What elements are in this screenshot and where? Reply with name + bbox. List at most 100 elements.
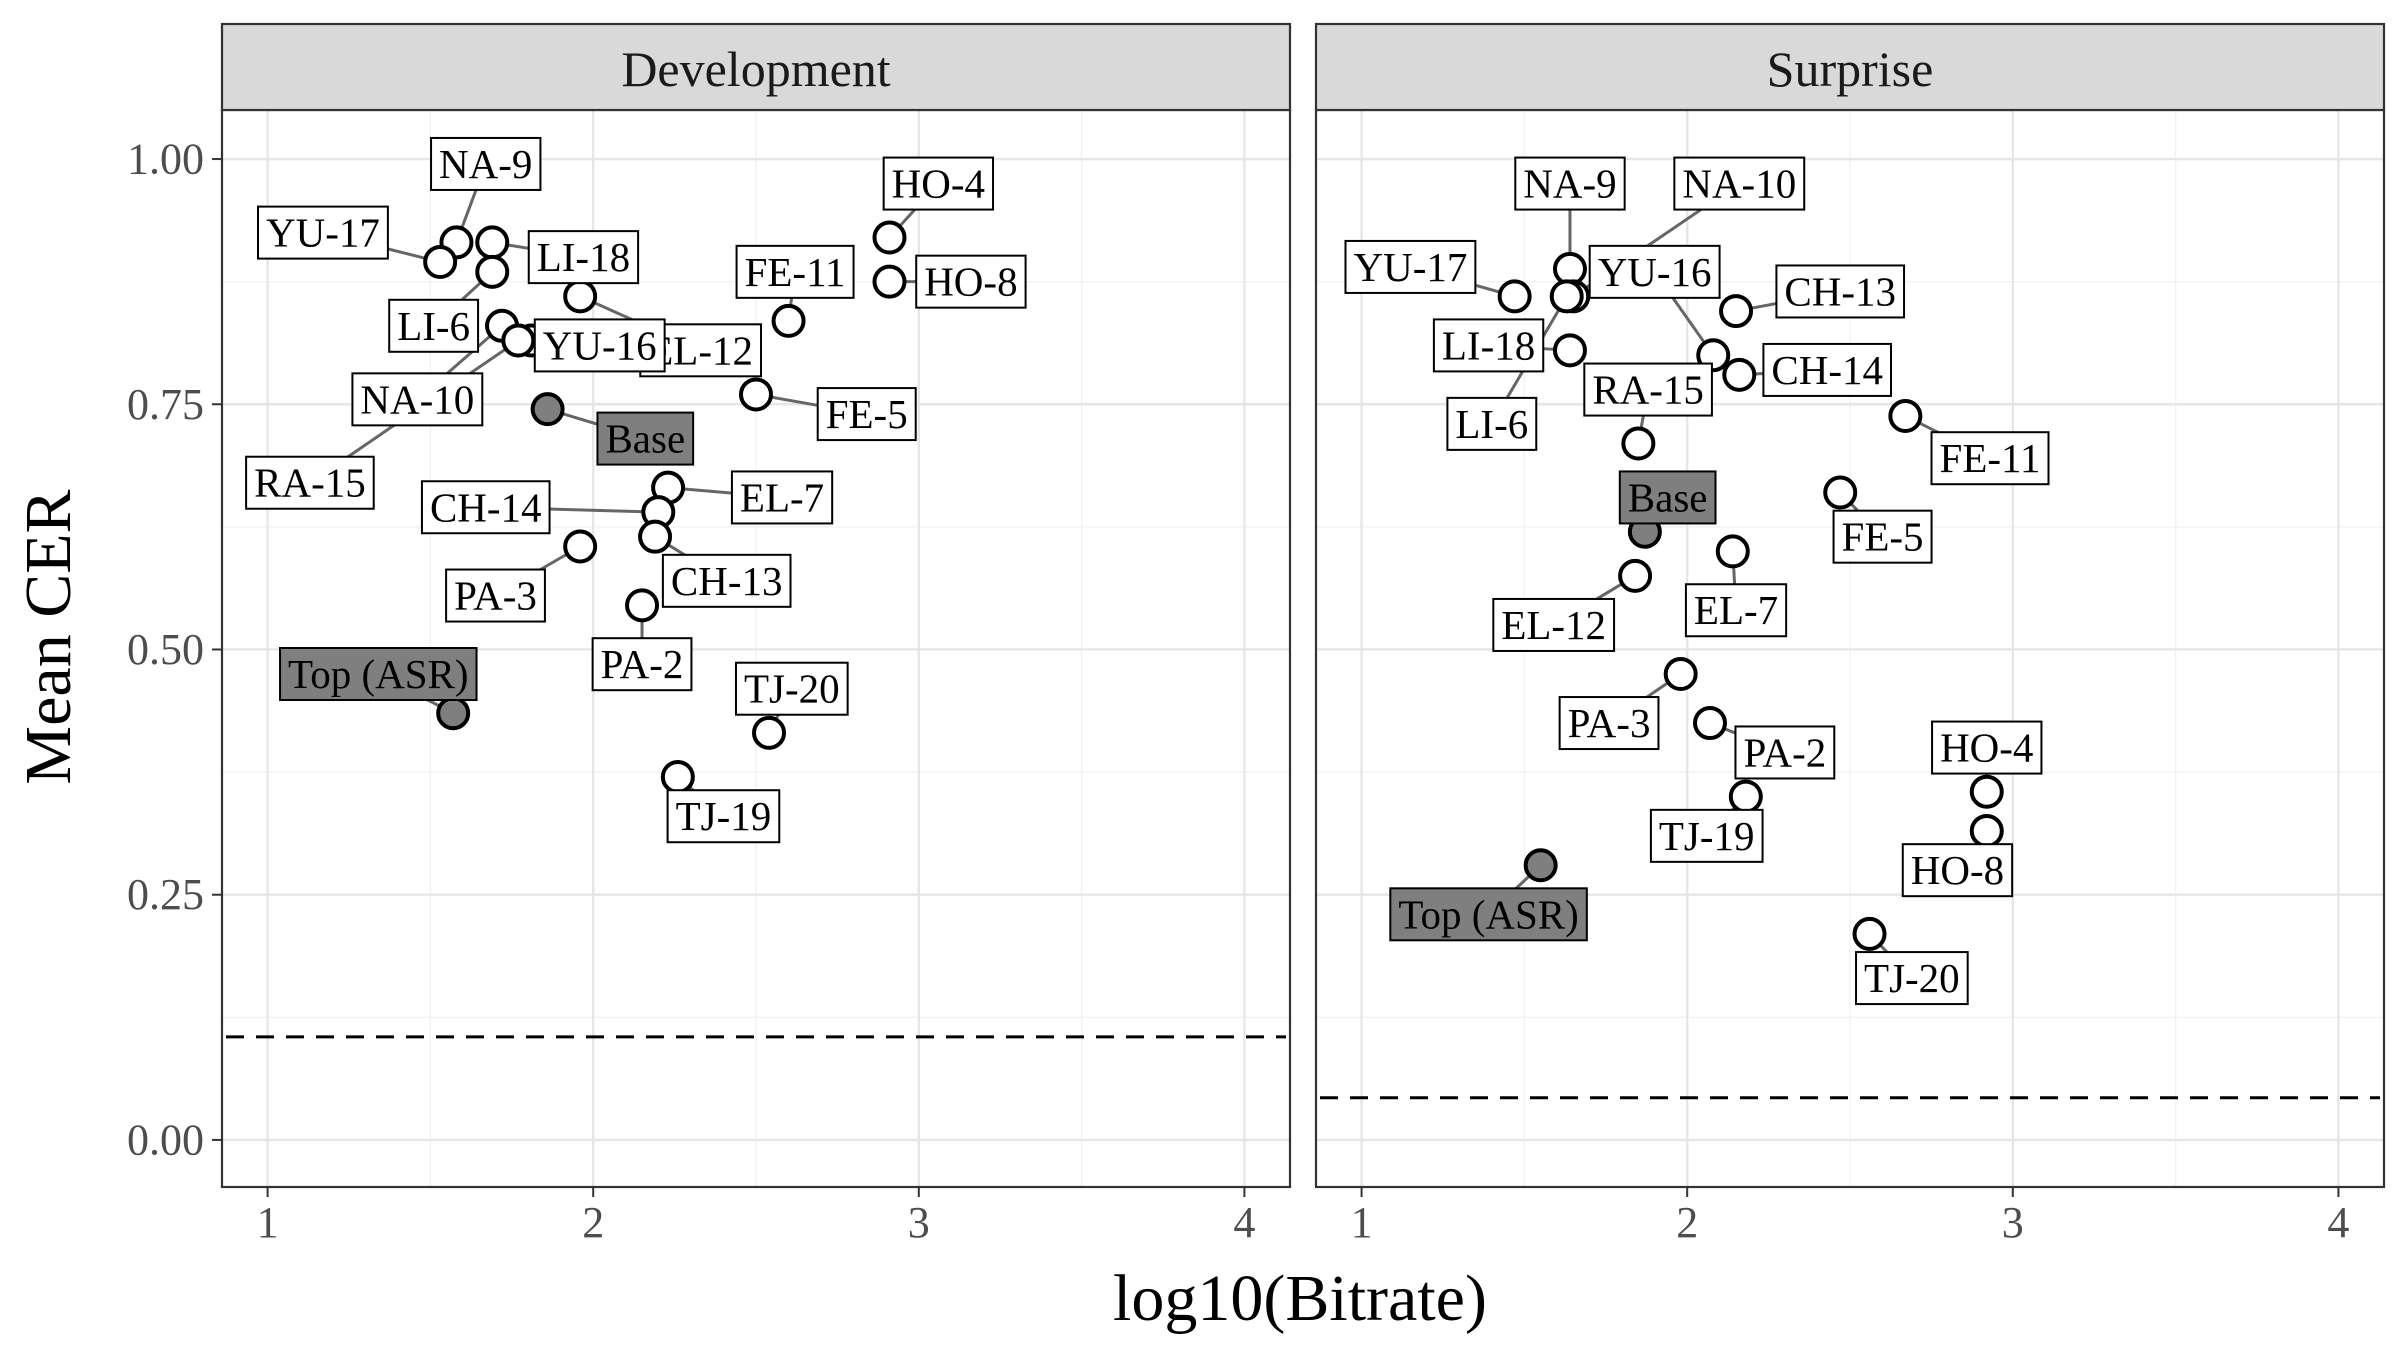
- point-label-box: [1492, 597, 1616, 652]
- data-point: [1552, 333, 1587, 368]
- data-point: [436, 696, 471, 731]
- point-label-box: [420, 480, 551, 535]
- point-label: TJ-20: [734, 661, 849, 716]
- point-label: FE-11: [735, 244, 855, 299]
- y-tick-label: 0.50: [127, 625, 204, 674]
- data-point: [475, 254, 510, 289]
- point-label-box: [915, 254, 1027, 309]
- point-label-text: Base: [1628, 474, 1708, 520]
- data-point: [625, 588, 660, 623]
- point-label: HO-4: [1931, 720, 2043, 775]
- x-tick-label: 3: [2002, 1198, 2024, 1247]
- facet-strip: [1314, 22, 2386, 112]
- point-label-box: [351, 372, 484, 427]
- point-label: PA-3: [445, 568, 546, 623]
- point-label-text: PA-3: [454, 573, 537, 619]
- data-point: [1719, 294, 1754, 329]
- point-label-box: [1901, 843, 2014, 898]
- point-label: HO-8: [915, 254, 1027, 309]
- point-label: HO-8: [1901, 843, 2014, 898]
- point-label-text: YU-16: [1598, 249, 1712, 295]
- point-label-box: [245, 455, 375, 510]
- point-label-text: Base: [605, 416, 685, 462]
- y-tick-label: 0.25: [127, 870, 204, 919]
- point-label-text: TJ-19: [1659, 813, 1755, 859]
- y-tick-label: 0.00: [127, 1115, 204, 1164]
- data-point: [530, 392, 565, 427]
- point-label-box: [257, 205, 389, 260]
- point-label-text: TJ-20: [1864, 955, 1960, 1001]
- point-label-text: HO-4: [892, 161, 985, 207]
- point-label-text: YU-17: [266, 210, 380, 256]
- point-label: LI-6: [1446, 396, 1538, 451]
- point-label-text: CH-14: [1771, 347, 1883, 393]
- point-label-box: [1514, 156, 1626, 211]
- data-point: [872, 264, 907, 299]
- data-point: [1969, 813, 2004, 848]
- data-point: [1549, 279, 1584, 314]
- data-point: [1715, 534, 1750, 569]
- data-point: [872, 220, 907, 255]
- x-tick-label: 2: [582, 1198, 604, 1247]
- point-label: RA-15: [1583, 362, 1713, 417]
- point-label-box: [1855, 951, 1969, 1006]
- point-label-box: [279, 647, 478, 702]
- point-label-box: [1930, 431, 2050, 486]
- point-label-box: [527, 230, 640, 285]
- data-point: [475, 225, 510, 260]
- point-label-text: TJ-20: [744, 666, 840, 712]
- data-point: [1552, 251, 1587, 286]
- point-label-box: [1583, 362, 1713, 417]
- point-label-box: [445, 568, 546, 623]
- point-label-box: [1775, 264, 1906, 319]
- point-label-text: YU-17: [1353, 244, 1467, 290]
- point-label-text: EL-12: [1501, 602, 1606, 648]
- data-point: [1722, 357, 1757, 392]
- data-point: [563, 529, 598, 564]
- point-label-text: RA-15: [254, 460, 366, 506]
- panels-layer: NA-9YU-17LI-18LI-6HO-4HO-8FE-11EL-12YU-1…: [127, 22, 2386, 1247]
- point-label-text: YU-16: [543, 322, 657, 368]
- point-label-text: NA-10: [360, 376, 474, 422]
- point-label: YU-17: [1344, 239, 1477, 294]
- point-label: FE-5: [1832, 509, 1933, 564]
- panel-development: NA-9 YU-17 LI-18 LI-6 HO-4 HO-8 FE-11 EL-12YU-1…: [127, 22, 1292, 1247]
- point-label-text: FE-5: [1842, 514, 1924, 560]
- point-label-box: [734, 661, 849, 716]
- data-point: [1728, 779, 1763, 814]
- point-label-box: [730, 470, 834, 525]
- panel-surprise: NA-9 NA-10 YU-17 LI-18 YU-16 CH-13 CH-14 LI-6 RA…: [1314, 22, 2386, 1247]
- point-label-text: EL-7: [1694, 587, 1778, 633]
- point-label-text: HO-8: [924, 259, 1017, 305]
- point-label: NA-10: [351, 372, 484, 427]
- point-label-box: [816, 387, 917, 442]
- point-label-text: CH-13: [1784, 268, 1896, 314]
- data-point: [501, 323, 536, 358]
- data-point: [563, 279, 598, 314]
- x-axis-title: log10(Bitrate): [1113, 1262, 1487, 1335]
- point-label: PA-2: [1734, 725, 1836, 780]
- data-point: [1621, 426, 1656, 461]
- data-point: [660, 759, 695, 794]
- point-label: FE-11: [1930, 431, 2050, 486]
- point-label: TJ-19: [666, 789, 781, 844]
- point-label-text: HO-4: [1940, 725, 2033, 771]
- point-label-text: Top (ASR): [288, 651, 469, 697]
- point-label-box: [1446, 396, 1538, 451]
- point-label-box: [661, 553, 792, 608]
- point-label-box: [1588, 244, 1721, 299]
- point-label: YU-16: [533, 318, 666, 373]
- point-label-box: [1558, 696, 1660, 751]
- facet-strip: [220, 22, 1292, 112]
- point-label: CH-14: [1762, 342, 1893, 397]
- point-label: CH-14: [420, 480, 551, 535]
- point-label-box: [430, 136, 542, 191]
- x-tick-label: 1: [1351, 1198, 1373, 1247]
- y-axis-title: Mean CER: [12, 489, 85, 784]
- point-label: EL-7: [730, 470, 834, 525]
- point-label-text: FE-11: [1940, 435, 2041, 481]
- x-tick-label: 4: [1233, 1198, 1255, 1247]
- point-label-text: CH-13: [671, 558, 783, 604]
- point-label-box: [1618, 470, 1717, 525]
